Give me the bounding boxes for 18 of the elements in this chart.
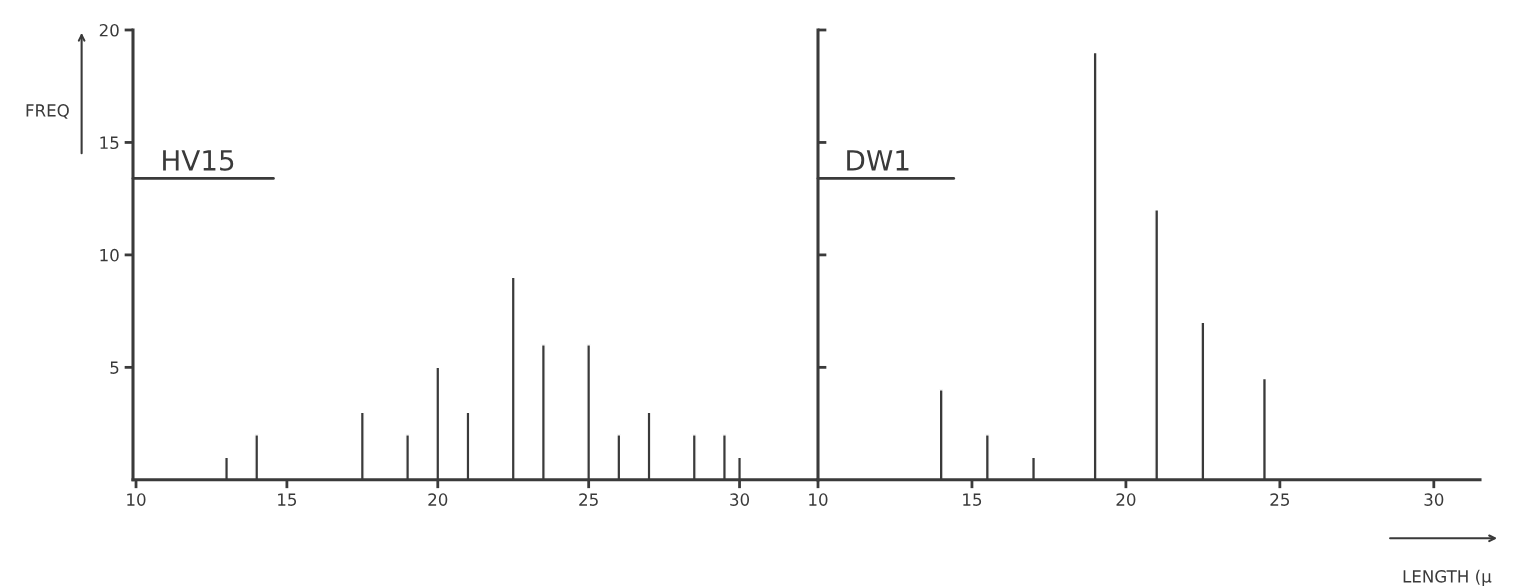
y-tick-label: 20 [99,23,119,37]
x-tick-label: 20 [428,493,448,506]
y-tick-label: 5 [110,361,119,374]
y-tick-label: 10 [100,248,119,262]
x-tick-label: 25 [579,493,598,506]
text: HV15 [163,150,234,171]
y-tick-label: 15 [100,136,119,150]
x-tick-label: 15 [278,493,297,506]
text: DW1 [847,150,909,171]
x-tick-label: 10 [127,493,146,506]
x-tick-label: 30 [730,493,750,506]
x-tick-label: 30 [1424,493,1444,506]
x-tick-label: 20 [1116,493,1136,506]
x-tick-label: 10 [809,493,828,506]
x-tick-label: 25 [1270,493,1290,506]
x-axis-title: LENGTH (μ [1403,569,1492,586]
y-axis-title: FREQ [26,104,69,119]
x-tick-label: 15 [963,493,982,506]
